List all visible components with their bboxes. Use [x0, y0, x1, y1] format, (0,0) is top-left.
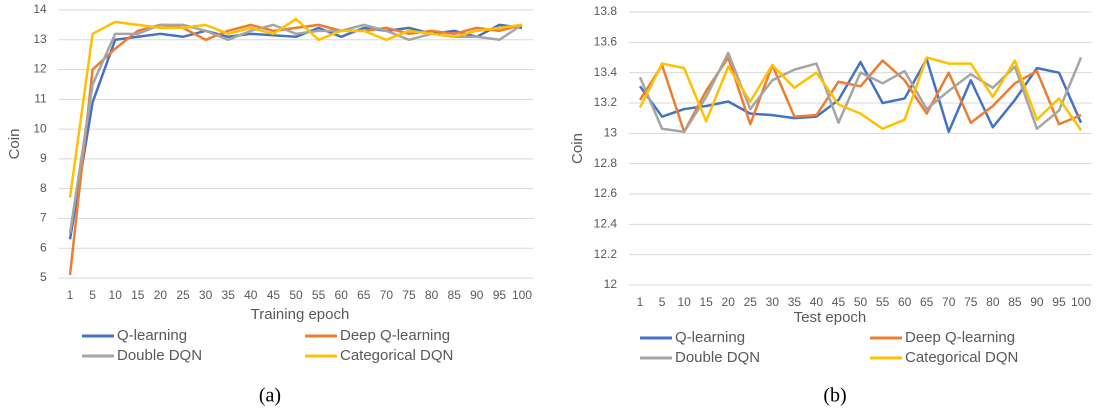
- x-tick-label: 70: [380, 288, 394, 302]
- y-tick-label: 13.4: [594, 65, 618, 79]
- series-line: [638, 56, 1083, 132]
- y-tick-label: 6: [40, 240, 47, 254]
- x-tick-label: 85: [1008, 295, 1022, 309]
- x-tick-label: 55: [312, 288, 326, 302]
- x-tick-label: 60: [335, 288, 349, 302]
- y-tick-label: 10: [33, 121, 47, 135]
- x-tick-label: 40: [810, 295, 824, 309]
- x-tick-label: 20: [154, 288, 168, 302]
- x-tick-label: 55: [876, 295, 890, 309]
- y-tick-label: 13.2: [594, 95, 618, 109]
- legend-label: Categorical DQN: [905, 349, 1018, 366]
- x-tick-label: 30: [766, 295, 780, 309]
- y-axis-title: Coin: [569, 133, 586, 164]
- series-line: [68, 23, 523, 276]
- x-tick-label: 10: [677, 295, 691, 309]
- x-tick-label: 45: [267, 288, 281, 302]
- x-tick-label: 5: [89, 288, 96, 302]
- x-tick-label: 30: [199, 288, 213, 302]
- legend-label: Q-learning: [117, 327, 187, 344]
- y-tick-label: 12: [33, 62, 47, 76]
- y-tick-label: 13.6: [594, 35, 618, 49]
- series-line: [68, 17, 523, 198]
- x-tick-label: 100: [1071, 295, 1091, 309]
- x-tick-label: 45: [832, 295, 846, 309]
- x-tick-label: 25: [176, 288, 190, 302]
- series-line: [68, 23, 523, 240]
- y-tick-label: 12.8: [594, 156, 618, 170]
- legend-label: Q-learning: [675, 329, 745, 346]
- y-tick-label: 14: [33, 2, 47, 16]
- y-tick-label: 9: [40, 151, 47, 165]
- legend-label: Deep Q-learning: [340, 327, 450, 344]
- legend-label: Double DQN: [117, 347, 202, 364]
- x-tick-label: 85: [448, 288, 462, 302]
- x-tick-label: 95: [1052, 295, 1066, 309]
- y-tick-label: 7: [40, 211, 47, 225]
- y-tick-label: 13: [33, 32, 47, 46]
- x-tick-label: 65: [920, 295, 934, 309]
- y-tick-label: 12.2: [594, 247, 618, 261]
- x-tick-label: 5: [659, 295, 666, 309]
- y-tick-label: 12: [604, 277, 618, 291]
- x-tick-label: 10: [109, 288, 123, 302]
- x-tick-label: 20: [722, 295, 736, 309]
- x-tick-label: 75: [964, 295, 978, 309]
- x-tick-label: 15: [131, 288, 145, 302]
- x-axis-title: Training epoch: [251, 306, 350, 323]
- x-tick-label: 60: [898, 295, 912, 309]
- x-tick-label: 50: [289, 288, 303, 302]
- legend-label: Categorical DQN: [340, 347, 453, 364]
- x-tick-label: 25: [744, 295, 758, 309]
- x-tick-label: 100: [512, 288, 532, 302]
- x-tick-label: 90: [470, 288, 484, 302]
- x-tick-label: 70: [942, 295, 956, 309]
- x-tick-label: 50: [854, 295, 868, 309]
- x-tick-label: 1: [637, 295, 644, 309]
- x-tick-label: 80: [986, 295, 1000, 309]
- x-tick-label: 35: [788, 295, 802, 309]
- caption: (a): [259, 385, 281, 407]
- caption: (b): [823, 385, 846, 407]
- x-tick-label: 95: [493, 288, 507, 302]
- y-tick-label: 13: [604, 126, 618, 140]
- x-tick-label: 90: [1030, 295, 1044, 309]
- x-tick-label: 75: [402, 288, 416, 302]
- y-axis-title: Coin: [6, 129, 23, 160]
- x-tick-label: 15: [699, 295, 713, 309]
- y-tick-label: 5: [40, 270, 47, 284]
- y-tick-label: 8: [40, 181, 47, 195]
- y-tick-label: 12.6: [594, 186, 618, 200]
- legend-label: Deep Q-learning: [905, 329, 1015, 346]
- y-tick-label: 11: [34, 92, 47, 106]
- x-tick-label: 35: [222, 288, 236, 302]
- y-tick-label: 12.4: [594, 217, 618, 231]
- legend-label: Double DQN: [675, 349, 760, 366]
- x-tick-label: 80: [425, 288, 439, 302]
- x-tick-label: 65: [357, 288, 371, 302]
- x-axis-title: Test epoch: [794, 309, 867, 326]
- y-tick-label: 13.8: [594, 4, 618, 18]
- x-tick-label: 40: [244, 288, 258, 302]
- x-tick-label: 1: [67, 288, 74, 302]
